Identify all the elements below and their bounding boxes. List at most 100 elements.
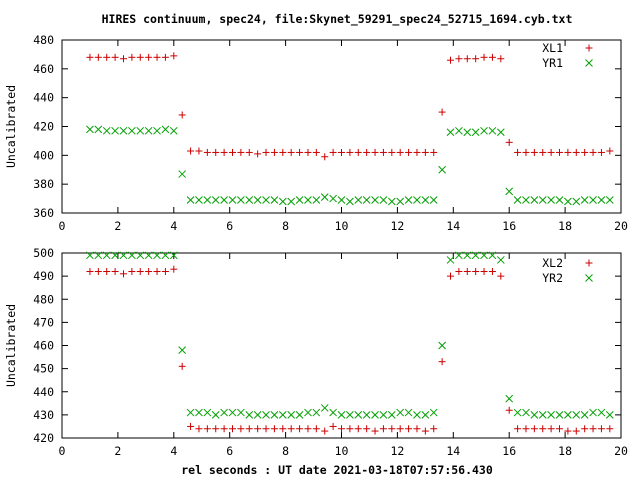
data-point xyxy=(237,148,245,156)
data-point xyxy=(396,425,404,433)
data-point xyxy=(547,411,555,419)
data-point xyxy=(119,55,127,63)
series-xl2 xyxy=(86,265,614,435)
y-tick-label: 420 xyxy=(33,120,54,134)
data-point xyxy=(396,197,405,206)
data-point xyxy=(329,422,337,430)
data-point xyxy=(119,126,128,135)
data-point xyxy=(597,425,605,433)
data-point xyxy=(379,425,387,433)
data-point xyxy=(363,148,371,156)
x-tick-label: 8 xyxy=(282,444,289,458)
data-point xyxy=(94,125,103,134)
data-point xyxy=(220,408,228,417)
data-point xyxy=(329,408,337,417)
data-point xyxy=(312,196,321,204)
data-point xyxy=(119,251,128,260)
y-tick-label: 490 xyxy=(33,269,54,283)
data-point xyxy=(388,148,396,156)
data-point xyxy=(556,425,564,433)
data-point xyxy=(438,341,446,350)
data-point xyxy=(388,425,396,433)
data-point xyxy=(212,148,220,156)
data-point xyxy=(346,148,354,156)
data-point xyxy=(585,44,593,52)
x-tick-label: 12 xyxy=(390,444,404,458)
data-point xyxy=(505,187,514,196)
data-point xyxy=(220,196,228,204)
data-point xyxy=(296,425,304,433)
data-point xyxy=(564,427,572,435)
data-point xyxy=(488,126,497,135)
data-point xyxy=(488,268,496,275)
data-point xyxy=(178,346,187,354)
data-point xyxy=(262,425,270,433)
data-point xyxy=(287,148,295,156)
data-point xyxy=(254,425,262,433)
data-point xyxy=(547,148,555,156)
data-point xyxy=(597,148,605,156)
data-point xyxy=(145,53,153,61)
data-point xyxy=(421,411,430,419)
data-point xyxy=(505,406,513,414)
data-point xyxy=(556,148,564,156)
data-point xyxy=(262,196,270,204)
y-tick-label: 400 xyxy=(33,148,54,162)
data-point xyxy=(480,268,488,275)
y-tick-label: 440 xyxy=(33,385,54,399)
x-tick-label: 12 xyxy=(390,219,404,233)
data-point xyxy=(605,196,614,204)
data-point xyxy=(144,251,153,260)
data-point xyxy=(514,148,522,156)
data-point xyxy=(421,196,430,204)
data-point xyxy=(354,425,362,433)
data-point xyxy=(312,148,320,156)
data-point xyxy=(488,251,497,260)
data-point xyxy=(438,358,446,366)
data-point xyxy=(585,259,593,267)
data-point xyxy=(555,411,564,419)
data-point xyxy=(102,126,111,135)
data-point xyxy=(387,197,396,206)
data-point xyxy=(253,196,262,204)
data-point xyxy=(463,128,472,137)
series-xl1 xyxy=(86,52,614,161)
data-point xyxy=(472,55,480,63)
data-point xyxy=(111,53,119,61)
data-point xyxy=(564,148,572,156)
data-point xyxy=(337,196,346,204)
x-tick-label: 2 xyxy=(114,219,121,233)
data-point xyxy=(396,408,405,417)
data-point xyxy=(178,362,186,370)
data-point xyxy=(329,194,337,203)
data-point xyxy=(581,148,589,156)
data-point xyxy=(304,408,312,417)
data-point xyxy=(320,193,329,201)
data-point xyxy=(254,150,262,158)
data-point xyxy=(496,256,505,264)
data-point xyxy=(379,411,388,419)
data-point xyxy=(195,147,203,155)
data-point xyxy=(338,425,345,433)
data-point xyxy=(396,148,404,156)
data-point xyxy=(94,268,102,275)
data-point xyxy=(136,268,144,275)
data-point xyxy=(346,197,354,206)
data-point xyxy=(522,425,530,433)
data-point xyxy=(195,425,203,433)
legend-marker xyxy=(585,259,593,267)
data-point xyxy=(480,251,488,260)
data-point xyxy=(103,53,111,61)
top-panel: 360 380 400 420 440 460 480 0 2 4 6 8 10 12 14 16 18 20 Un… xyxy=(4,33,628,233)
data-point xyxy=(86,53,94,61)
data-point xyxy=(371,196,379,204)
data-point xyxy=(119,270,127,278)
data-point xyxy=(321,427,329,435)
legend-marker xyxy=(585,44,593,52)
data-point xyxy=(580,411,589,419)
data-point xyxy=(228,408,237,417)
data-point xyxy=(295,196,304,204)
x-tick-label: 18 xyxy=(558,444,572,458)
data-point xyxy=(463,251,472,260)
